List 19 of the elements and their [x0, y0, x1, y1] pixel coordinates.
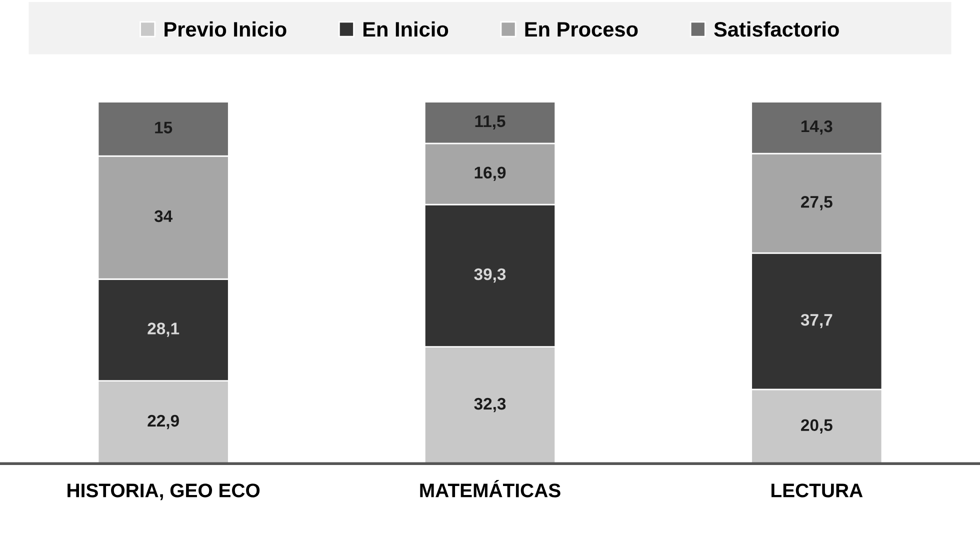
- x-tick-label: LECTURA: [772, 484, 863, 498]
- data-label: 34: [154, 210, 173, 222]
- legend-label: En Inicio: [363, 21, 448, 37]
- data-label: 22,9: [148, 414, 179, 430]
- x-tick-label: MATEMÁTICAS: [420, 480, 560, 498]
- data-label: 15: [155, 122, 172, 134]
- legend-label: Satisfactorio: [714, 21, 839, 37]
- legend-label: En Proceso: [525, 22, 638, 37]
- data-label: 32,3: [474, 398, 506, 412]
- data-label: 37,7: [800, 314, 832, 328]
- data-label: 27,5: [801, 196, 832, 210]
- data-label: 28,1: [148, 322, 180, 337]
- data-label: 11,5: [475, 115, 506, 130]
- data-label: 16,9: [474, 166, 506, 181]
- legend-label: Previo Inicio: [164, 21, 286, 37]
- data-label: 39,3: [474, 268, 506, 283]
- data-label: 14,3: [802, 120, 832, 135]
- data-label: 20,5: [801, 419, 832, 434]
- x-tick-label: HISTORIA, GEO ECO: [68, 484, 260, 500]
